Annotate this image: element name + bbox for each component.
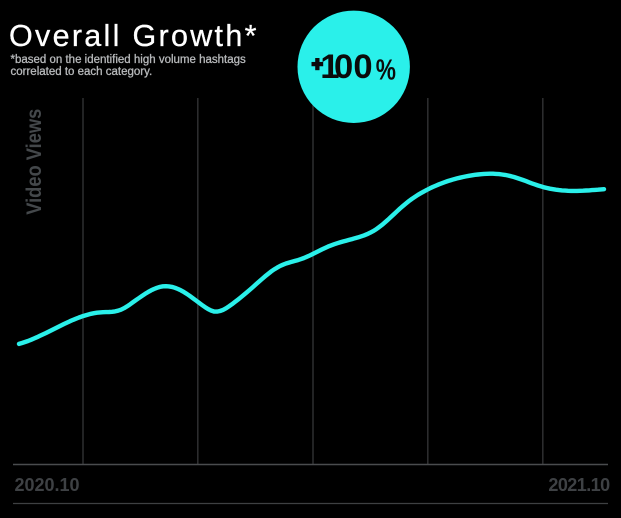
svg-text:0: 0 [334, 48, 353, 86]
svg-text:1: 1 [320, 48, 339, 86]
svg-text:%: % [376, 54, 396, 86]
svg-text:0: 0 [353, 48, 372, 86]
